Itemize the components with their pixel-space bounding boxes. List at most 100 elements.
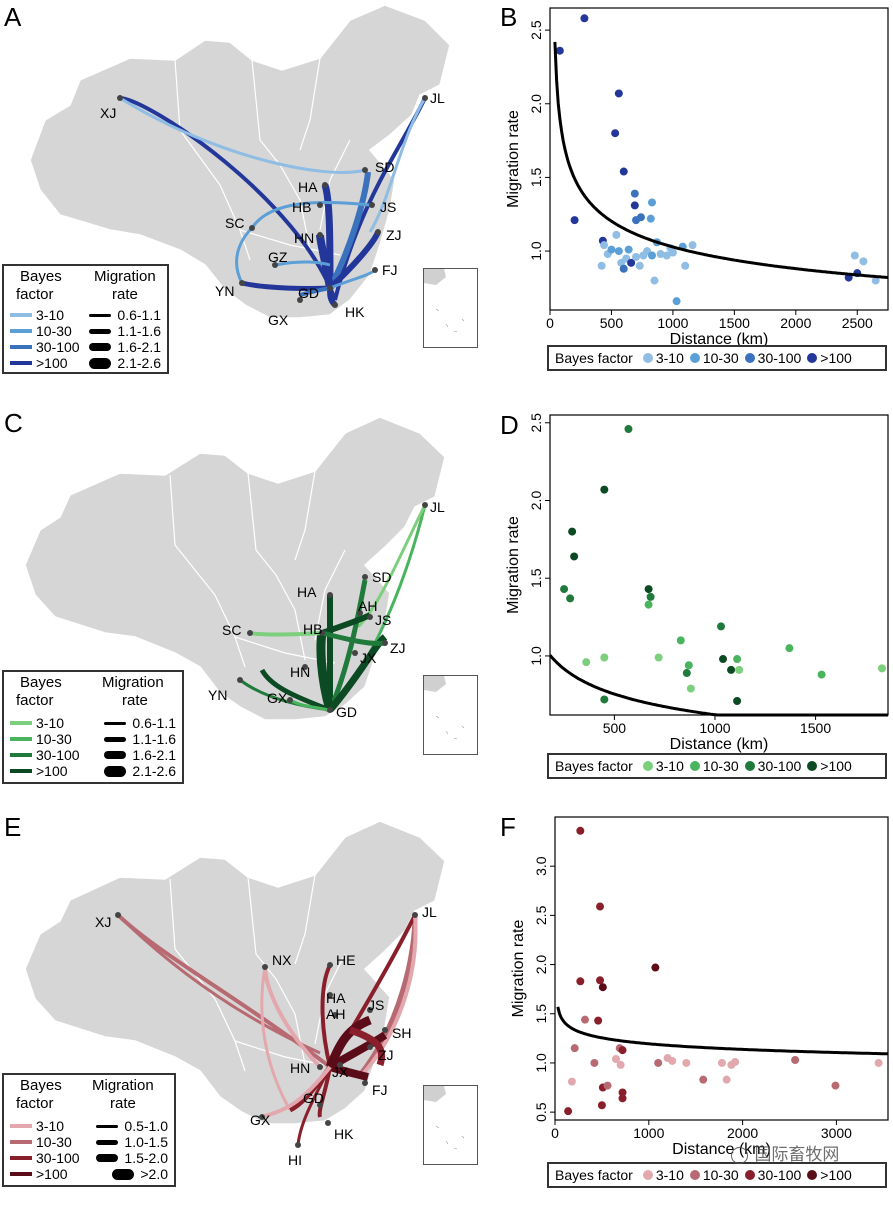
legend-e-rate: rate [110, 1095, 136, 1112]
map-a-label-jl: JL [430, 90, 445, 106]
legend-e-migration: Migration [92, 1077, 154, 1094]
data-point-d-6 [644, 585, 653, 594]
legend-e-rate-2: 1.0-1.5 [124, 1134, 168, 1150]
map-c-label-sd: SD [372, 569, 391, 585]
data-point-b-3 [614, 89, 623, 98]
map-e-label-he: HE [336, 952, 355, 968]
bf-legend-b-3: 30-100 [757, 350, 802, 366]
x-tick-label-d-0: 500 [603, 720, 627, 736]
legend-e-bf-2: 10-30 [36, 1134, 72, 1150]
legend-e-rate-4: >2.0 [140, 1166, 168, 1182]
map-a-label-hb: HB [292, 199, 311, 215]
panel-letter-c: C [4, 408, 23, 438]
data-point-b-24 [635, 261, 644, 270]
data-point-d-22 [733, 697, 742, 706]
south-china-sea-inset-c [423, 675, 478, 755]
data-point-b-4 [611, 129, 620, 138]
y-axis-label-f: Migration rate [510, 919, 527, 1017]
data-point-b-16 [612, 230, 621, 239]
data-point-b-2 [570, 216, 579, 225]
legend-c-rate-2: 1.1-1.6 [132, 731, 176, 747]
data-point-f-11 [590, 1058, 599, 1067]
map-c-label-hn: HN [290, 664, 310, 680]
y-tick-label-d-1: 1.5 [528, 568, 544, 588]
migration-arrows-c [239, 504, 427, 713]
legend-c-rate-1: 0.6-1.1 [132, 715, 176, 731]
map-c-label-sc: SC [222, 622, 241, 638]
data-point-b-7 [630, 201, 639, 210]
panel-letter-f: F [500, 812, 516, 842]
x-tick-label-b-4: 2000 [780, 315, 811, 331]
x-tick-label-b-5: 2500 [842, 315, 873, 331]
data-point-b-27 [648, 251, 657, 260]
data-point-d-9 [717, 622, 726, 631]
data-point-f-22 [874, 1058, 883, 1067]
data-point-d-19 [727, 665, 736, 674]
x-tick-label-f-2: 2000 [727, 1125, 758, 1141]
map-a-label-sc: SC [225, 215, 244, 231]
data-point-f-25 [603, 1081, 612, 1090]
data-point-d-13 [600, 653, 609, 662]
data-point-d-17 [686, 684, 695, 693]
map-e-label-gx: GX [250, 1112, 271, 1128]
map-e-label-jx: JX [332, 1064, 349, 1080]
y-tick-label-f-3: 2.0 [533, 955, 549, 975]
legend-a-migration: Migration [94, 268, 156, 285]
legend-a-bf-1: 3-10 [36, 307, 65, 323]
data-point-f-26 [618, 1088, 627, 1097]
plot-frame-b [549, 7, 889, 311]
map-e-label-hn: HN [290, 1060, 310, 1076]
data-point-b-6 [630, 189, 639, 198]
map-a-label-hn: HN [294, 230, 314, 246]
data-point-f-17 [682, 1058, 691, 1067]
data-point-d-5 [566, 594, 575, 603]
y-tick-label-f-5: 3.0 [533, 856, 549, 876]
map-c-label-gd: GD [336, 704, 357, 720]
data-point-f-23 [567, 1077, 576, 1086]
legend-a-rate-4: 2.1-2.6 [117, 355, 161, 371]
data-point-d-7 [646, 592, 655, 601]
map-a-label-yn: YN [215, 283, 234, 299]
map-e-label-js: JS [368, 997, 384, 1013]
x-tick-label-b-3: 1500 [719, 315, 750, 331]
map-e-label-xj: XJ [95, 914, 111, 930]
legend-e-rate-3: 1.5-2.0 [124, 1150, 168, 1166]
fit-curve-d [548, 654, 888, 717]
bf-legend-b: Bayes factor 3-10 10-30 30-100 >100 [547, 345, 887, 371]
data-point-d-14 [654, 653, 663, 662]
y-tick-label-d-0: 1.0 [528, 646, 544, 666]
data-point-d-4 [560, 585, 569, 594]
map-e-label-hi: HI [288, 1152, 302, 1168]
map-labels-c: JL SD HA AH JS SC HB ZJ JX HN YN GX GD [208, 499, 445, 720]
legend-c-bf-2: 10-30 [36, 731, 72, 747]
data-point-f-8 [570, 1044, 579, 1053]
data-point-b-37 [688, 241, 697, 250]
data-point-f-20 [727, 1060, 736, 1069]
bf-legend-f-1: 3-10 [655, 1167, 684, 1183]
map-panel-e: XJ JL NX HE HA AH JS SH ZJ HN JX FJ GD G… [0, 805, 480, 1200]
map-c-label-ah: AH [358, 598, 377, 614]
legend-a-bf-3: 30-100 [36, 339, 80, 355]
legend-a-rate-3: 1.6-2.1 [117, 339, 161, 355]
bf-legend-b-1: 3-10 [655, 350, 684, 366]
legend-a-bf-4: >100 [36, 355, 68, 371]
y-tick-label-b-2: 2.0 [528, 94, 544, 114]
bf-legend-d: Bayes factor 3-10 10-30 30-100 >100 [547, 753, 887, 779]
legend-c-factor: factor [16, 692, 54, 709]
data-point-f-31 [722, 1075, 731, 1084]
china-outline-a [29, 4, 451, 319]
y-tick-label-f-1: 1.0 [533, 1053, 549, 1073]
x-tick-label-b-2: 1000 [657, 315, 688, 331]
legend-a-bf-2: 10-30 [36, 323, 72, 339]
map-a-label-js: JS [380, 199, 396, 215]
map-a-label-gd: GD [298, 285, 319, 301]
map-e-label-nx: NX [272, 952, 292, 968]
data-point-b-15 [607, 245, 616, 254]
map-a-label-gz: GZ [268, 249, 288, 265]
map-labels-a: XJ JL SD HA HB JS SC HN ZJ GZ FJ YN GD G… [100, 90, 445, 328]
bf-legend-d-title: Bayes factor [555, 758, 633, 774]
legend-e-bf-3: 30-100 [36, 1150, 80, 1166]
panel-letter-a: A [4, 2, 22, 32]
y-axis-label-b: Migration rate [505, 110, 522, 208]
